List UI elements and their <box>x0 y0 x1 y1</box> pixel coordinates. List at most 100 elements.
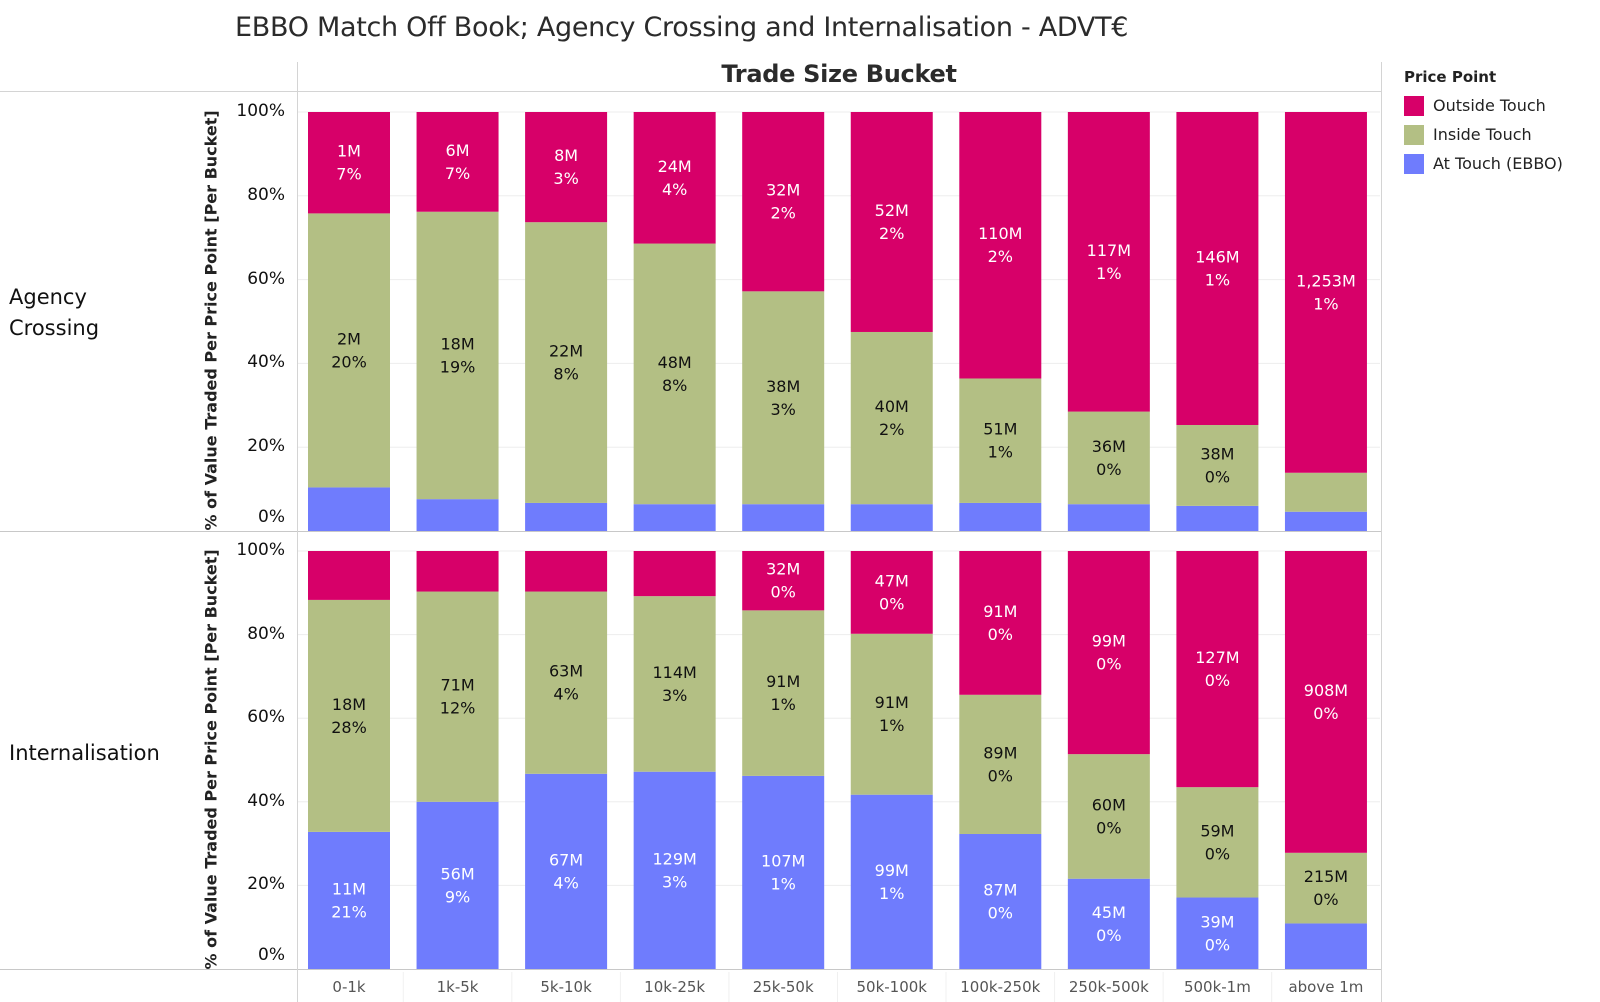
bar-percent-label: 1% <box>1205 270 1230 289</box>
bar-percent-label: 3% <box>662 686 687 705</box>
bar-value-label: 127M <box>1195 648 1239 667</box>
bar-segment-at-touch-ebbo[interactable] <box>633 504 716 531</box>
bar-segment-at-touch-ebbo[interactable] <box>525 773 608 969</box>
bar-percent-label: 2% <box>988 247 1013 266</box>
bar-segment-inside-touch[interactable] <box>416 591 499 802</box>
bar-percent-label: 0% <box>1205 935 1230 954</box>
bar-segment-inside-touch[interactable] <box>525 591 608 774</box>
legend: Price Point Outside Touch Inside Touch A… <box>1404 68 1563 178</box>
bar-percent-label: 0% <box>988 903 1013 922</box>
bar-percent-label: 0% <box>1313 704 1338 723</box>
legend-swatch-at-touch <box>1404 153 1424 174</box>
bar-segment-inside-touch[interactable] <box>1067 754 1150 879</box>
bar-segment-outside-touch[interactable] <box>742 551 825 611</box>
bar-segment-at-touch-ebbo[interactable] <box>1067 878 1150 969</box>
bar-segment-inside-touch[interactable] <box>959 694 1042 834</box>
bar-value-label: 6M <box>446 141 470 160</box>
bar-segment-outside-touch[interactable] <box>850 112 933 332</box>
bar-value-label: 56M <box>440 864 474 883</box>
bar-value-label: 47M <box>875 571 909 590</box>
bar-value-label: 67M <box>549 850 583 869</box>
bar-value-label: 107M <box>761 851 805 870</box>
legend-item-outside-touch[interactable]: Outside Touch <box>1404 91 1563 120</box>
bar-segment-outside-touch[interactable] <box>525 551 608 592</box>
bar-segment-inside-touch[interactable] <box>525 222 608 503</box>
legend-item-inside-touch[interactable]: Inside Touch <box>1404 120 1563 149</box>
bar-segment-at-touch-ebbo[interactable] <box>1176 897 1259 969</box>
bar-segment-outside-touch[interactable] <box>633 112 716 244</box>
bar-value-label: 32M <box>766 560 800 579</box>
x-tick-label: above 1m <box>1288 978 1364 996</box>
bar-segment-outside-touch[interactable] <box>416 551 499 592</box>
bar-segment-outside-touch[interactable] <box>416 112 499 212</box>
bar-segment-inside-touch[interactable] <box>633 243 716 505</box>
row-label-line: Agency <box>9 285 87 309</box>
bar-segment-at-touch-ebbo[interactable] <box>633 771 716 969</box>
bar-segment-at-touch-ebbo[interactable] <box>742 775 825 969</box>
bar-segment-at-touch-ebbo[interactable] <box>1067 504 1150 531</box>
bar-percent-label: 4% <box>662 180 687 199</box>
bar-segment-inside-touch[interactable] <box>1067 411 1150 505</box>
bar-segment-inside-touch[interactable] <box>742 610 825 776</box>
bar-percent-label: 2% <box>879 420 904 439</box>
bar-segment-outside-touch[interactable] <box>633 551 716 597</box>
bar-segment-inside-touch[interactable] <box>742 291 825 505</box>
bar-segment-inside-touch[interactable] <box>416 211 499 500</box>
bar-segment-at-touch-ebbo[interactable] <box>1284 923 1367 969</box>
bar-value-label: 38M <box>766 377 800 396</box>
bar-segment-at-touch-ebbo[interactable] <box>1176 505 1259 531</box>
bar-segment-outside-touch[interactable] <box>1284 112 1367 473</box>
bar-percent-label: 3% <box>662 872 687 891</box>
bar-segment-at-touch-ebbo[interactable] <box>850 504 933 531</box>
bar-segment-outside-touch[interactable] <box>1176 551 1259 788</box>
bar-segment-outside-touch[interactable] <box>525 112 608 223</box>
bar-segment-inside-touch[interactable] <box>308 213 390 488</box>
bar-segment-at-touch-ebbo[interactable] <box>308 487 390 531</box>
bar-segment-at-touch-ebbo[interactable] <box>959 502 1042 531</box>
y-tick-label: 100% <box>236 101 285 121</box>
bar-value-label: 1,253M <box>1296 271 1356 290</box>
bar-segment-outside-touch[interactable] <box>959 112 1042 379</box>
bar-value-label: 60M <box>1092 795 1126 814</box>
bar-segment-outside-touch[interactable] <box>308 551 390 600</box>
legend-swatch-inside-touch <box>1404 124 1424 145</box>
bar-segment-at-touch-ebbo[interactable] <box>959 833 1042 969</box>
bar-percent-label: 8% <box>553 365 578 384</box>
bar-value-label: 8M <box>554 146 578 165</box>
bar-segment-outside-touch[interactable] <box>959 551 1042 695</box>
bar-segment-outside-touch[interactable] <box>308 112 390 214</box>
bar-segment-at-touch-ebbo[interactable] <box>308 831 390 969</box>
bar-percent-label: 1% <box>771 874 796 893</box>
bar-percent-label: 1% <box>988 443 1013 462</box>
bar-percent-label: 0% <box>771 583 796 602</box>
bar-segment-outside-touch[interactable] <box>1067 112 1150 412</box>
bar-percent-label: 1% <box>879 716 904 735</box>
bar-segment-at-touch-ebbo[interactable] <box>850 794 933 969</box>
bar-segment-at-touch-ebbo[interactable] <box>742 504 825 531</box>
bar-segment-inside-touch[interactable] <box>1284 852 1367 924</box>
bar-segment-outside-touch[interactable] <box>1284 551 1367 853</box>
bar-segment-inside-touch[interactable] <box>850 633 933 795</box>
bar-value-label: 32M <box>766 181 800 200</box>
bar-value-label: 18M <box>332 695 366 714</box>
bar-segment-inside-touch[interactable] <box>308 599 390 832</box>
bar-segment-at-touch-ebbo[interactable] <box>1284 511 1367 531</box>
bar-segment-inside-touch[interactable] <box>1176 424 1259 506</box>
bar-segment-inside-touch[interactable] <box>959 378 1042 503</box>
row-label-line: Crossing <box>9 316 100 340</box>
legend-item-at-touch[interactable]: At Touch (EBBO) <box>1404 149 1563 178</box>
bar-segment-outside-touch[interactable] <box>850 551 933 634</box>
bar-percent-label: 20% <box>331 352 367 371</box>
legend-label: Inside Touch <box>1433 125 1532 144</box>
bar-segment-inside-touch[interactable] <box>633 596 716 772</box>
bar-segment-at-touch-ebbo[interactable] <box>525 502 608 531</box>
bar-segment-inside-touch[interactable] <box>850 331 933 505</box>
bar-segment-outside-touch[interactable] <box>1067 551 1150 755</box>
bar-segment-inside-touch[interactable] <box>1176 787 1259 898</box>
bar-segment-outside-touch[interactable] <box>1176 112 1259 425</box>
bar-segment-at-touch-ebbo[interactable] <box>416 801 499 969</box>
bar-segment-inside-touch[interactable] <box>1284 472 1367 512</box>
bar-segment-outside-touch[interactable] <box>742 112 825 292</box>
bar-segment-at-touch-ebbo[interactable] <box>416 499 499 531</box>
